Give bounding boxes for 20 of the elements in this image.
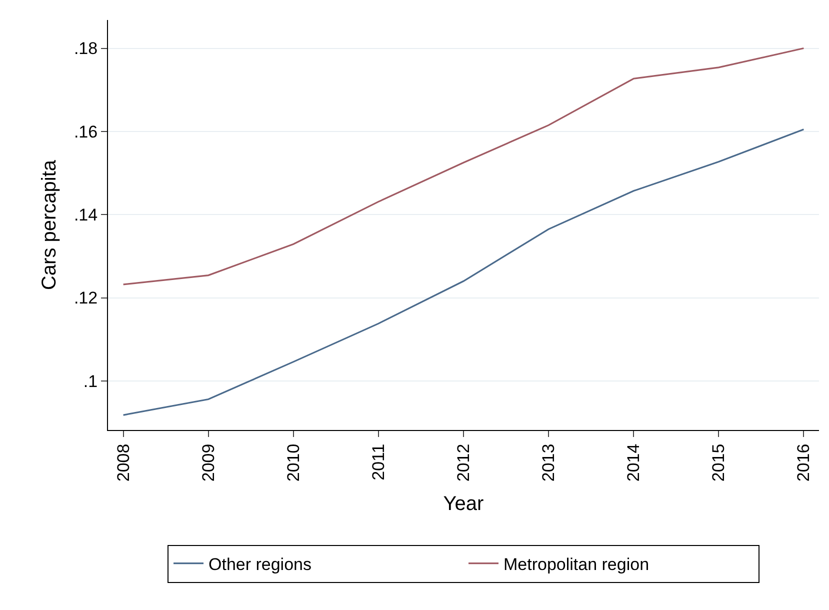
x-tick-label: 2013 [539, 444, 558, 482]
x-tick-label: 2015 [709, 444, 728, 482]
y-tick-label: .14 [74, 206, 98, 225]
y-tick-label: .16 [74, 122, 98, 142]
x-tick-label: 2011 [368, 444, 388, 480]
x-tick-label: 2016 [794, 444, 814, 482]
y-axis-title: Cars percapita [38, 159, 60, 290]
x-tick-label: 2014 [624, 444, 644, 482]
x-axis-title: Year [443, 493, 484, 516]
line-series [122, 128, 804, 416]
x-tick-label: 2010 [284, 444, 303, 482]
line-series [122, 47, 804, 286]
x-tick-label: 2008 [114, 444, 133, 482]
legend-label: Metropolitan region [504, 554, 650, 574]
x-tick-label: 2012 [454, 444, 474, 482]
y-tick-label: .12 [74, 288, 98, 308]
legend-label: Other regions [208, 554, 312, 574]
y-tick-label: .18 [74, 39, 98, 58]
y-tick-label: .1 [83, 372, 98, 391]
x-tick-label: 2009 [198, 444, 218, 482]
